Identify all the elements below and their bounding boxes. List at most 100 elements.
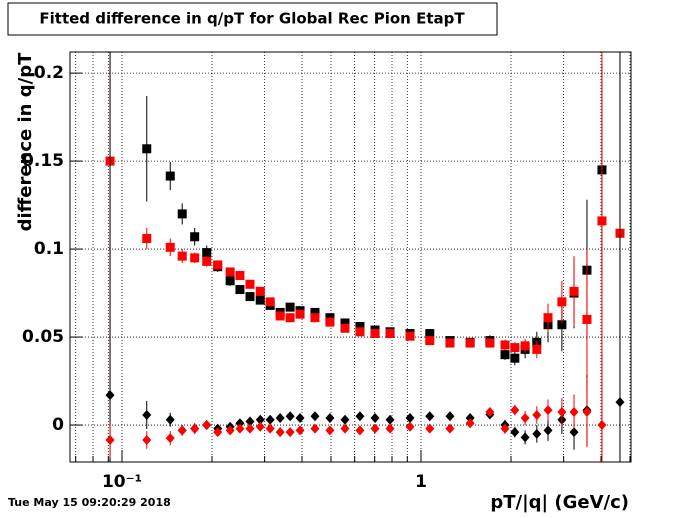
marker — [543, 425, 553, 436]
marker — [285, 302, 295, 312]
marker — [165, 242, 175, 252]
marker — [355, 411, 365, 422]
marker — [177, 425, 187, 436]
marker — [190, 423, 200, 434]
marker — [385, 414, 395, 425]
marker — [255, 295, 265, 305]
marker — [202, 420, 212, 431]
marker — [543, 313, 553, 323]
y-tick-label: 0.1 — [34, 239, 64, 259]
marker — [385, 423, 395, 434]
marker — [245, 292, 255, 302]
marker — [340, 318, 350, 328]
marker — [532, 344, 542, 354]
marker — [485, 338, 495, 348]
marker — [425, 329, 435, 339]
marker — [597, 216, 607, 226]
marker — [235, 423, 245, 434]
marker — [310, 411, 320, 422]
marker — [520, 413, 530, 424]
marker — [310, 313, 320, 323]
y-tick-label: 0.15 — [22, 151, 64, 171]
marker — [582, 314, 592, 324]
marker — [425, 411, 435, 422]
marker — [340, 414, 350, 425]
marker — [165, 433, 175, 444]
marker — [569, 407, 579, 418]
marker — [597, 420, 607, 431]
marker — [445, 423, 455, 434]
marker — [142, 410, 152, 421]
marker — [255, 414, 265, 425]
marker — [177, 209, 187, 219]
marker — [235, 270, 245, 280]
marker — [425, 336, 435, 346]
marker — [465, 418, 475, 429]
marker — [520, 341, 530, 351]
marker — [500, 423, 510, 434]
marker — [105, 435, 115, 446]
marker — [165, 171, 175, 181]
marker — [557, 297, 567, 307]
marker — [235, 418, 245, 429]
marker — [310, 307, 320, 317]
x-axis-label: pT/|q| (GeV/c) — [490, 492, 629, 513]
marker — [202, 248, 212, 258]
marker — [510, 343, 520, 353]
marker — [295, 425, 305, 436]
plot-frame — [69, 51, 632, 463]
marker — [500, 350, 510, 360]
marker — [510, 405, 520, 416]
marker — [385, 329, 395, 339]
marker — [405, 331, 415, 341]
marker — [275, 427, 285, 438]
marker — [213, 427, 223, 438]
x-tick-label: 1 — [415, 472, 427, 492]
marker — [325, 317, 335, 327]
marker — [105, 390, 115, 401]
marker — [370, 423, 380, 434]
marker — [142, 234, 152, 244]
marker — [213, 260, 223, 270]
marker — [355, 425, 365, 436]
marker — [340, 423, 350, 434]
marker — [543, 405, 553, 416]
marker — [225, 276, 235, 286]
marker — [235, 285, 245, 295]
marker — [310, 423, 320, 434]
marker — [532, 410, 542, 421]
marker — [255, 421, 265, 432]
marker — [190, 253, 200, 263]
marker — [532, 428, 542, 439]
marker — [177, 251, 187, 261]
marker — [295, 309, 305, 319]
marker — [569, 286, 579, 296]
marker — [370, 329, 380, 339]
marker — [275, 311, 285, 321]
marker — [285, 313, 295, 323]
marker — [465, 413, 475, 424]
marker — [202, 256, 212, 266]
marker — [325, 425, 335, 436]
footer-date: Tue May 15 09:20:29 2018 — [8, 496, 171, 509]
marker — [285, 411, 295, 422]
marker — [445, 338, 455, 348]
y-tick-label: 0.05 — [22, 327, 64, 347]
marker — [142, 144, 152, 154]
marker — [510, 427, 520, 438]
marker — [500, 340, 510, 350]
marker — [142, 435, 152, 446]
marker — [190, 232, 200, 242]
marker — [520, 432, 530, 443]
marker — [615, 397, 625, 408]
marker — [582, 407, 592, 418]
y-tick-label: 0 — [52, 415, 64, 435]
marker — [245, 423, 255, 434]
marker — [405, 413, 415, 424]
marker — [225, 267, 235, 277]
marker — [340, 323, 350, 333]
marker — [465, 338, 475, 348]
marker — [355, 327, 365, 337]
title-box — [7, 2, 498, 36]
